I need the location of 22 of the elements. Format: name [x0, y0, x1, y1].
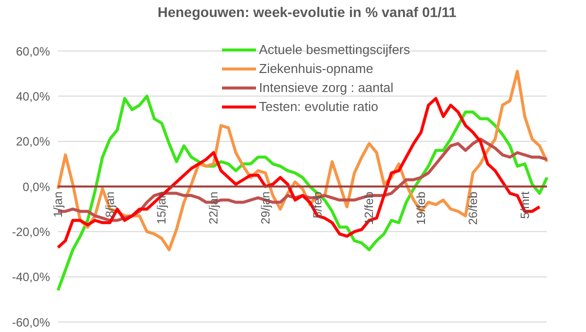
legend-label: Actuele besmettingscijfers — [259, 42, 410, 57]
y-tick-label: -20,0% — [12, 224, 50, 239]
legend-label: Intensieve zorg : aantal — [259, 80, 394, 95]
x-tick-label: 26/feb — [466, 191, 480, 225]
y-tick-label: 60,0% — [16, 44, 50, 58]
x-tick-label: 1/jan — [51, 192, 65, 218]
x-tick-label: 5/mrt — [518, 190, 532, 219]
y-tick-label: 40,0% — [16, 89, 50, 104]
x-tick-label: 19/feb — [414, 191, 428, 225]
x-tick-label: 5/feb — [310, 191, 324, 218]
y-tick-label: 0,0% — [22, 180, 50, 194]
x-tick-label: 12/feb — [362, 191, 376, 225]
y-tick-label: 20,0% — [16, 134, 50, 149]
y-tick-label: -40,0% — [12, 270, 50, 284]
x-tick-label: 8/jan — [102, 192, 117, 218]
x-tick-label: 29/jan — [258, 192, 272, 224]
x-tick-label: 22/jan — [206, 192, 221, 224]
legend-label: Testen: evolutie ratio — [259, 99, 378, 114]
y-tick-label: -60,0% — [12, 315, 50, 330]
x-tick-label: 15/jan — [154, 192, 169, 224]
chart-title: Henegouwen: week-evolutie in % vanaf 01/11 — [156, 4, 458, 20]
legend-label: Ziekenhuis-opname — [259, 61, 374, 76]
